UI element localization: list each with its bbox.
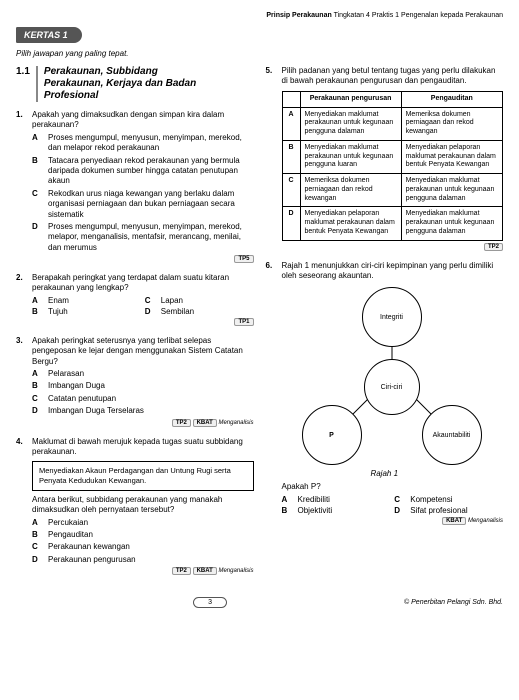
q-text: Berapakah peringkat yang terdapat dalam …: [32, 273, 254, 294]
kbat-tag: KBAT: [442, 517, 466, 525]
opt-d: Sifat profesional: [410, 506, 503, 515]
node-center: Ciri-ciri: [364, 359, 420, 415]
opt-d: Proses mengumpul, menyusun, menyimpan, m…: [48, 222, 254, 253]
section-number: 1.1: [16, 66, 30, 77]
opt-b: Objektiviti: [298, 506, 391, 515]
q-number: 2.: [16, 273, 28, 282]
node-right: Akauntabiliti: [422, 405, 482, 465]
question-4: 4. Maklumat di bawah merujuk kepada tuga…: [16, 437, 254, 576]
section-divider: [36, 66, 38, 102]
opt-b: Pengauditan: [48, 530, 93, 540]
opt-a: Pelarasan: [48, 369, 84, 379]
q-text: Rajah 1 menunjukkan ciri-ciri kepimpinan…: [282, 261, 504, 282]
opt-c: Catatan penutupan: [48, 394, 116, 404]
page-footer: 3 © Penerbitan Pelangi Sdn. Bhd.: [16, 597, 503, 608]
tp-tag: TP1: [234, 318, 253, 326]
q-text: Pilih padanan yang betul tentang tugas y…: [282, 66, 504, 87]
opt-c: Perakaunan kewangan: [48, 542, 130, 552]
skill-tag: Menganalisis: [218, 568, 253, 574]
match-table: Perakaunan pengurusanPengauditan AMenyed…: [282, 91, 504, 241]
left-column: 1.1 Perakaunan, Subbidang Perakaunan, Ke…: [16, 66, 254, 585]
opt-a: Proses mengumpul, menyusun, menyimpan, m…: [48, 133, 254, 154]
page-header: Prinsip Perakaunan Tingkatan 4 Praktis 1…: [16, 12, 503, 19]
kbat-tag: KBAT: [193, 419, 217, 427]
practice: Praktis 1 Pengenalan kepada Perakaunan: [372, 12, 503, 19]
skill-tag: Menganalisis: [218, 420, 253, 426]
kbat-tag: KBAT: [193, 567, 217, 575]
right-column: 5. Pilih padanan yang betul tentang tuga…: [266, 66, 504, 585]
q-text: Apakah peringkat seterusnya yang terliba…: [32, 336, 254, 367]
section-header: 1.1 Perakaunan, Subbidang Perakaunan, Ke…: [16, 66, 254, 102]
node-left: P: [302, 405, 362, 465]
cell: Menyediakan pelaporan maklumat perakauna…: [300, 207, 401, 240]
question-6: 6. Rajah 1 menunjukkan ciri-ciri kepimpi…: [266, 261, 504, 525]
question-2: 2. Berapakah peringkat yang terdapat dal…: [16, 273, 254, 326]
tp-tag: TP2: [172, 567, 191, 575]
q-number: 6.: [266, 261, 278, 270]
opt-d: Sembilan: [161, 307, 254, 316]
opt-a: Enam: [48, 296, 141, 305]
q-follow: Antara berikut, subbidang perakaunan yan…: [32, 495, 254, 516]
kertas-tab: KERTAS 1: [16, 27, 82, 43]
cell: Menyediakan maklumat perakaunan untuk ke…: [401, 207, 502, 240]
opt-c: Rekodkan urus niaga kewangan yang berlak…: [48, 189, 254, 220]
node-top: Integriti: [362, 287, 422, 347]
question-5: 5. Pilih padanan yang betul tentang tuga…: [266, 66, 504, 251]
opt-b: Tujuh: [48, 307, 141, 316]
instruction-text: Pilih jawapan yang paling tepat.: [16, 49, 503, 58]
opt-a: Percukaian: [48, 518, 88, 528]
cell: Memeriksa dokumen perniagaan dan rekod k…: [300, 174, 401, 207]
opt-a: Kredibiliti: [298, 495, 391, 504]
question-1: 1. Apakah yang dimaksudkan dengan simpan…: [16, 110, 254, 263]
q-number: 3.: [16, 336, 28, 345]
skill-tag: Menganalisis: [468, 518, 503, 524]
diagram-caption: Rajah 1: [266, 469, 504, 478]
question-3: 3. Apakah peringkat seterusnya yang terl…: [16, 336, 254, 427]
tp-tag: TP2: [484, 243, 503, 251]
cell: Memeriksa dokumen perniagaan dan rekod k…: [401, 107, 502, 140]
diagram: Integriti Ciri-ciri P Akauntabiliti: [282, 287, 504, 467]
opt-b: Imbangan Duga: [48, 381, 105, 391]
opt-d: Imbangan Duga Terselaras: [48, 406, 144, 416]
opt-b: Tatacara penyediaan rekod perakaunan yan…: [48, 156, 254, 187]
cell: Menyediakan maklumat perakaunan untuk ke…: [300, 140, 401, 173]
opt-d: Perakaunan pengurusan: [48, 555, 136, 565]
subject: Prinsip Perakaunan: [266, 12, 331, 19]
tp-tag: TP2: [172, 419, 191, 427]
cell: Menyediakan maklumat perakaunan untuk ke…: [300, 107, 401, 140]
q-number: 1.: [16, 110, 28, 119]
cell: Menyediakan maklumat perakaunan untuk ke…: [401, 174, 502, 207]
info-box: Menyediakan Akaun Perdagangan dan Untung…: [32, 461, 254, 491]
page-number: 3: [193, 597, 227, 608]
opt-c: Lapan: [161, 296, 254, 305]
level: Tingkatan 4: [334, 12, 370, 19]
publisher: © Penerbitan Pelangi Sdn. Bhd.: [404, 599, 503, 606]
q-follow: Apakah P?: [282, 482, 504, 492]
q-text: Maklumat di bawah merujuk kepada tugas s…: [32, 437, 254, 458]
col-header-1: Perakaunan pengurusan: [300, 91, 401, 107]
cell: Menyediakan pelaporan maklumat perakauna…: [401, 140, 502, 173]
tp-tag: TP5: [234, 255, 253, 263]
q-text: Apakah yang dimaksudkan dengan simpan ki…: [32, 110, 254, 131]
col-header-2: Pengauditan: [401, 91, 502, 107]
opt-c: Kompetensi: [410, 495, 503, 504]
q-number: 4.: [16, 437, 28, 446]
q-number: 5.: [266, 66, 278, 75]
section-title: Perakaunan, Subbidang Perakaunan, Kerjay…: [44, 66, 196, 102]
